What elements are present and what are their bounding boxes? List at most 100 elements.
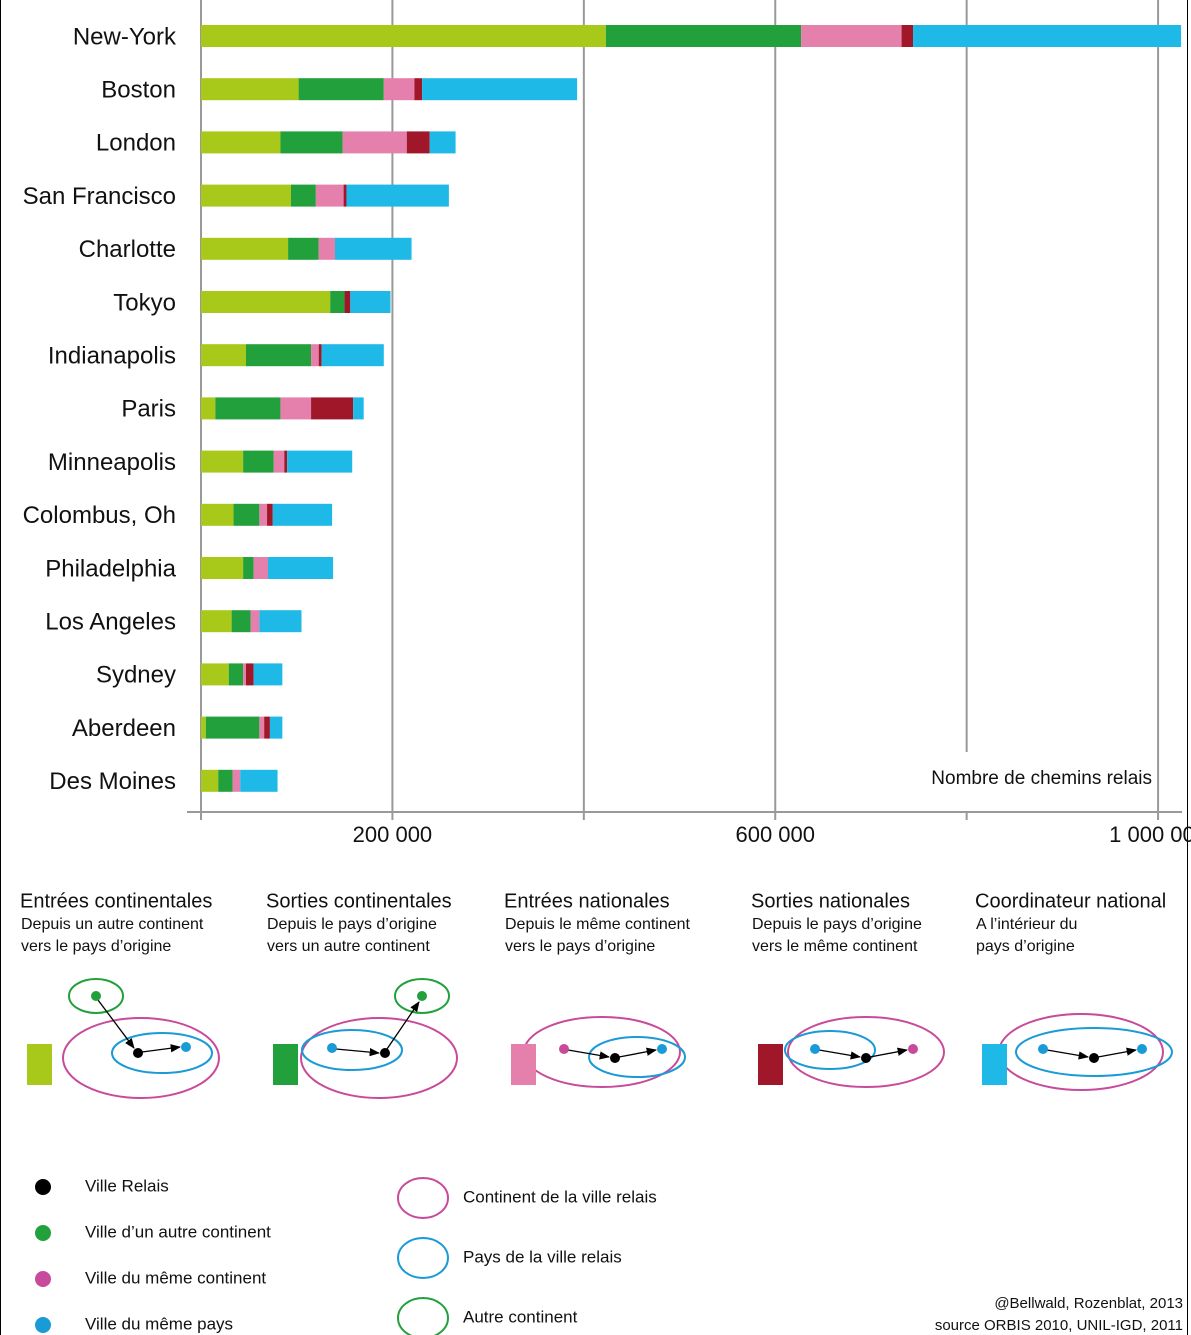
bar-segment	[259, 503, 268, 526]
plot: 200 000 600 000 1 000 000 New-York Boston Lon…	[23, 0, 1191, 847]
legend: Entrées continentales Depuis un autre con…	[20, 890, 1166, 1335]
x-tick-label: 200 000	[353, 822, 433, 847]
bar-segment	[321, 344, 384, 367]
legend-description: Depuis le même continent	[505, 916, 691, 933]
category-label: London	[96, 130, 176, 157]
bar-segment	[250, 610, 260, 633]
bar-segment	[901, 25, 914, 47]
category-label: Indianapolis	[48, 343, 176, 370]
legend-description: vers le pays d’origine	[21, 938, 171, 955]
legend-swatch	[758, 1044, 783, 1085]
bar-segment	[201, 557, 244, 579]
bar-segment	[201, 503, 234, 526]
bar-segment	[201, 184, 291, 207]
bar-segment	[259, 610, 302, 633]
bar-segment	[429, 131, 456, 154]
bar-segment	[267, 557, 334, 579]
bar-segment	[264, 716, 270, 739]
bar-segment	[273, 450, 285, 473]
bar-segment	[383, 78, 415, 101]
bar-segment	[414, 78, 423, 101]
symbol-dot	[35, 1225, 51, 1241]
legend-swatch	[273, 1044, 298, 1085]
diagram-2	[300, 978, 458, 1099]
symbol-dot	[35, 1317, 51, 1333]
bar-segment	[245, 344, 312, 367]
bar-segment	[350, 291, 391, 313]
zone-label: Autre continent	[463, 1307, 578, 1326]
bar-segment	[201, 291, 331, 313]
legend-description: vers un autre continent	[267, 938, 430, 955]
category-label: Los Angeles	[45, 609, 176, 636]
category-label: Paris	[121, 396, 176, 423]
bar-segment	[269, 716, 283, 739]
legend-swatch	[27, 1044, 52, 1085]
legend-description: pays d’origine	[976, 938, 1075, 955]
symbol-label: Ville d’un autre continent	[85, 1222, 271, 1241]
legend-title: Coordinateur national	[975, 890, 1166, 912]
symbol-dot	[35, 1179, 51, 1195]
credit: source ORBIS 2010, UNIL-IGD, 2011	[935, 1317, 1183, 1334]
zone-ellipse	[397, 1237, 449, 1279]
legend-description: vers le même continent	[752, 938, 918, 955]
category-label: San Francisco	[23, 183, 176, 210]
bar-segment	[233, 503, 260, 526]
bar-segment	[280, 131, 343, 154]
bar-segment	[201, 237, 289, 260]
bar-segment	[240, 769, 278, 792]
diagram-1	[62, 978, 220, 1099]
legend-description: A l’intérieur du	[976, 916, 1077, 933]
legend-description: Depuis un autre continent	[21, 916, 204, 933]
bar-segment	[353, 397, 364, 420]
bar-segment	[201, 663, 229, 686]
legend-swatch	[982, 1044, 1007, 1085]
x-axis-title: Nombre de chemins relais	[931, 768, 1152, 789]
bar-segment	[253, 557, 268, 579]
bar-segment	[406, 131, 430, 154]
bar-segment	[201, 344, 246, 367]
bar-segment	[201, 716, 206, 739]
category-label: Philadelphia	[45, 555, 176, 582]
zone-label: Continent de la ville relais	[463, 1187, 657, 1206]
legend-title: Sorties nationales	[751, 890, 910, 912]
category-label: Tokyo	[113, 289, 176, 316]
bar-segment	[232, 769, 241, 792]
legend-description: vers le pays d’origine	[505, 938, 655, 955]
category-label: Des Moines	[49, 768, 176, 795]
bar-segment	[201, 769, 219, 792]
category-label: Charlotte	[79, 236, 176, 263]
legend-title: Entrées nationales	[504, 890, 670, 912]
x-tick-label: 600 000	[735, 822, 815, 847]
symbol-label: Ville Relais	[85, 1176, 169, 1195]
bar-segment	[243, 450, 274, 473]
legend-description: Depuis le pays d’origine	[267, 916, 437, 933]
bar-segment	[343, 184, 347, 207]
bar-segment	[346, 184, 449, 207]
bar-segment	[231, 610, 251, 633]
category-label: Boston	[101, 77, 176, 104]
bar-segment	[243, 663, 246, 686]
category-label: Aberdeen	[72, 715, 176, 742]
bar-segment	[228, 663, 244, 686]
diagram-4	[784, 1016, 945, 1088]
category-label: Minneapolis	[48, 449, 176, 476]
bar-segment	[288, 237, 319, 260]
category-label: Sydney	[96, 662, 176, 689]
bar-segment	[280, 397, 312, 420]
bar-segment	[422, 78, 578, 101]
bar-segment	[330, 291, 345, 313]
bar-segment	[215, 397, 281, 420]
diagram-3	[523, 1016, 686, 1088]
bar-segment	[605, 25, 802, 47]
legend-description: Depuis le pays d’origine	[752, 916, 922, 933]
bar-segment	[311, 397, 354, 420]
legend-title: Entrées continentales	[20, 890, 212, 912]
bar-segment	[243, 557, 254, 579]
bar-segment	[290, 184, 316, 207]
zone-label: Pays de la ville relais	[463, 1247, 622, 1266]
bar-segment	[334, 237, 412, 260]
category-label: Colombus, Oh	[23, 502, 176, 529]
bar-segment	[201, 397, 216, 420]
